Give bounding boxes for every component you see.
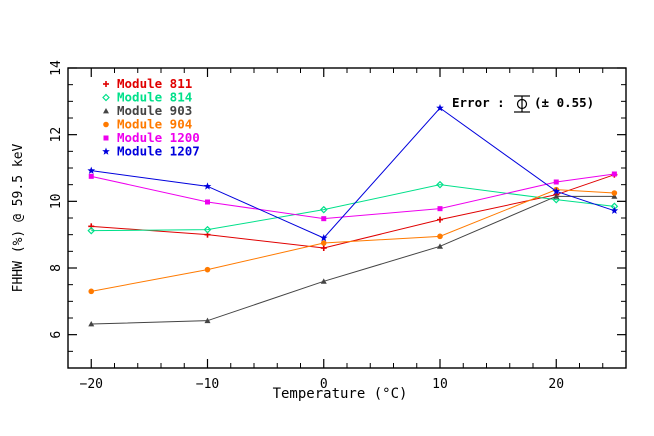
data-point-module-1200 <box>205 199 210 205</box>
legend-marker-module-903 <box>103 108 109 114</box>
series-line-module-904 <box>91 189 615 292</box>
data-point-module-814 <box>203 225 212 234</box>
series-layer <box>87 104 619 327</box>
data-point-module-1207 <box>319 234 328 242</box>
legend-marker-module-1200 <box>103 135 109 141</box>
legend-label: Module 1207 <box>117 144 200 159</box>
legend-item-module-811: Module 811 <box>103 76 192 91</box>
y-tick-label: 8 <box>49 264 64 272</box>
data-point-module-1200 <box>553 179 559 185</box>
data-point-module-904 <box>204 266 211 273</box>
legend-marker-module-904 <box>103 121 109 128</box>
legend-marker-module-811 <box>103 81 109 87</box>
series-line-module-903 <box>91 195 615 325</box>
legend-item-module-1207: Module 1207 <box>102 144 200 159</box>
x-axis-label: Temperature (°C) <box>273 386 408 402</box>
data-point-module-904 <box>320 240 327 246</box>
data-point-module-811 <box>320 245 327 251</box>
data-point-module-903 <box>611 193 618 199</box>
data-point-module-1207 <box>610 206 619 214</box>
legend-label: Module 904 <box>117 117 192 132</box>
x-tick-label: 10 <box>432 377 448 392</box>
x-tick-label: 0 <box>320 377 328 392</box>
series-line-module-814 <box>91 184 615 232</box>
error-value: (± 0.55) <box>534 95 594 110</box>
series-line-module-811 <box>91 174 615 249</box>
x-tick-label: −20 <box>80 377 103 392</box>
y-axis-label: FHHW (%) @ 59.5 keV <box>11 143 26 292</box>
data-point-module-1200 <box>611 171 617 177</box>
series-module-814 <box>87 180 619 235</box>
data-point-module-1200 <box>437 206 443 212</box>
series-module-903 <box>88 193 618 327</box>
legend-label: Module 814 <box>117 90 192 105</box>
y-tick-label: 10 <box>49 194 64 210</box>
data-point-module-903 <box>320 278 327 284</box>
data-point-module-1207 <box>552 187 561 195</box>
legend-label: Module 903 <box>117 103 192 118</box>
data-point-module-903 <box>553 193 560 199</box>
error-annotation: Error : (± 0.55) <box>452 95 594 113</box>
data-point-module-904 <box>611 190 618 196</box>
legend-marker-module-814 <box>102 93 110 102</box>
data-point-module-904 <box>437 233 443 240</box>
error-label: Error : <box>452 95 505 110</box>
series-module-904 <box>88 186 618 295</box>
legend-marker-module-1207 <box>102 147 110 155</box>
series-module-1207 <box>87 104 619 242</box>
error-bar-icon <box>514 95 530 113</box>
data-point-module-1207 <box>203 182 212 190</box>
y-tick-label: 14 <box>49 60 64 76</box>
data-point-module-903 <box>204 317 211 324</box>
data-point-module-1207 <box>87 166 96 174</box>
y-tick-label: 12 <box>49 127 64 143</box>
legend-label: Module 1200 <box>117 130 200 145</box>
data-point-module-1207 <box>436 104 444 112</box>
x-tick-label: 20 <box>548 377 564 392</box>
series-module-1200 <box>88 171 617 222</box>
x-tick-label: −10 <box>196 377 219 392</box>
data-point-module-811 <box>437 216 443 223</box>
series-line-module-1200 <box>91 173 615 220</box>
data-point-module-814 <box>436 180 444 189</box>
axis-ticks: −20 −10 0 10 20 6 8 10 12 14 <box>49 60 626 392</box>
data-point-module-814 <box>319 205 328 214</box>
data-point-module-1200 <box>321 216 327 222</box>
data-point-module-814 <box>87 226 96 235</box>
legend-item-module-1200: Module 1200 <box>103 130 200 145</box>
legend-label: Module 811 <box>117 76 192 91</box>
data-point-module-904 <box>88 288 95 295</box>
y-tick-label: 6 <box>49 331 64 339</box>
legend-item-module-814: Module 814 <box>102 90 192 105</box>
legend-item-module-904: Module 904 <box>103 117 192 132</box>
series-line-module-1207 <box>91 107 615 239</box>
data-point-module-903 <box>88 321 95 327</box>
data-point-module-1200 <box>88 173 94 179</box>
legend-item-module-903: Module 903 <box>103 103 192 118</box>
series-module-811 <box>88 171 618 251</box>
data-point-module-903 <box>437 243 443 249</box>
